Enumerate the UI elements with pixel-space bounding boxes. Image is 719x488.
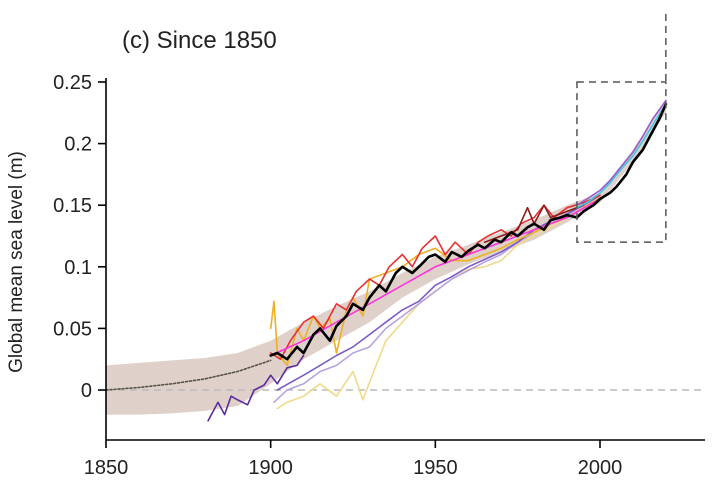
y-tick-label: 0 [81, 380, 92, 402]
series-line-5 [276, 194, 601, 391]
uncertainty-band [106, 100, 666, 415]
series-line-2 [207, 354, 305, 422]
axes: 0.25 0.2 0.15 0.1 0.05 0 1850 1900 1950 2000 [53, 72, 705, 479]
x-tick-label: 1950 [413, 457, 458, 479]
y-tick-label: 0.1 [64, 257, 92, 279]
series-line-6 [269, 197, 601, 367]
y-tick-label: 0.15 [53, 195, 92, 217]
y-tick-label: 0.25 [53, 72, 92, 94]
inset-box [576, 81, 667, 243]
chart-title: (c) Since 1850 [122, 27, 277, 54]
series-line-10 [576, 108, 664, 209]
y-tick-label: 0.05 [53, 318, 92, 340]
series-line-7 [269, 194, 601, 360]
series-line-12 [269, 102, 668, 361]
series-line-8 [269, 198, 601, 357]
y-tick-label: 0.2 [64, 134, 92, 156]
series-line-1 [105, 359, 272, 391]
plot-area [105, 14, 705, 422]
series-line-11 [576, 99, 667, 206]
x-tick-label: 2000 [578, 457, 623, 479]
x-tick-label: 1900 [248, 457, 293, 479]
y-axis-label: Global mean sea level (m) [6, 151, 27, 373]
x-tick-label: 1850 [84, 457, 129, 479]
